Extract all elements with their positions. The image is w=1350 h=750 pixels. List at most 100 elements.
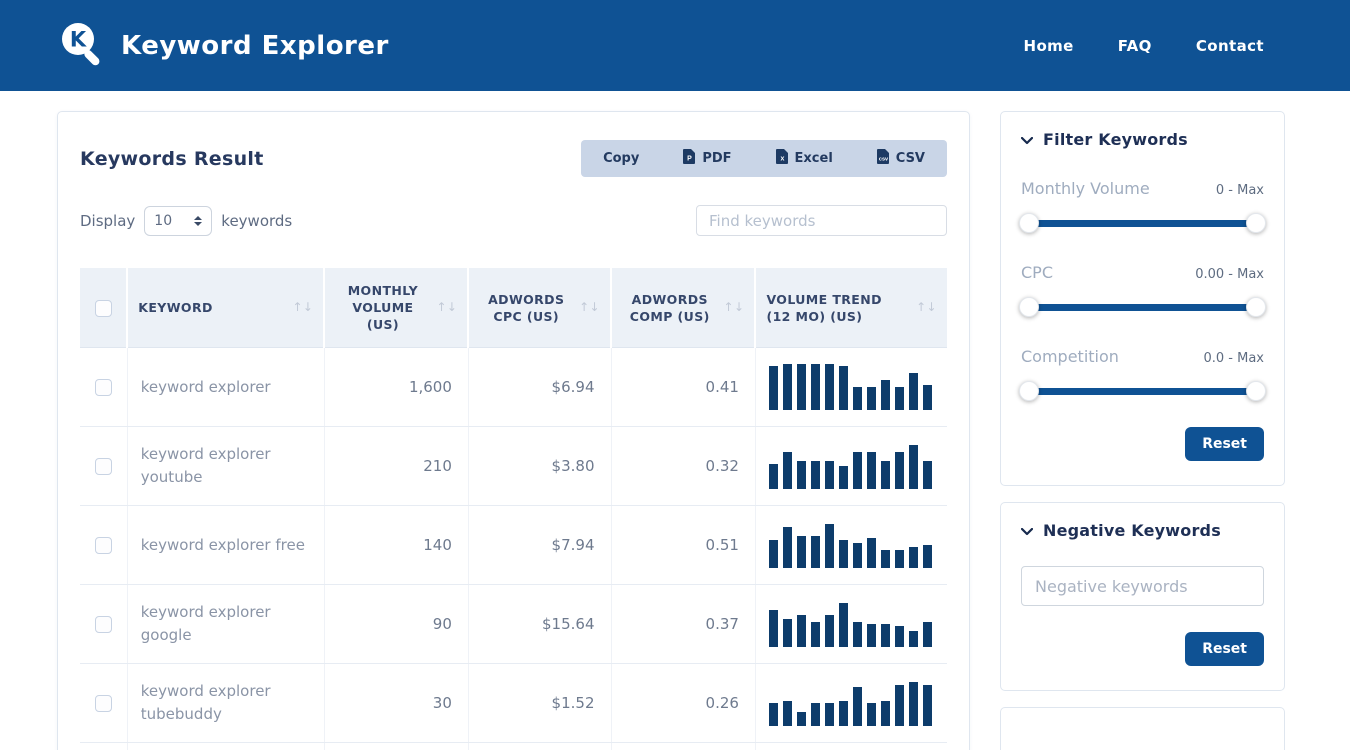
keyword-column-header[interactable]: KEYWORD ↑↓ <box>127 268 326 348</box>
select-all-checkbox[interactable] <box>94 299 112 317</box>
row-checkbox[interactable] <box>94 615 112 633</box>
monthly-volume-range: 0 - Max <box>1215 183 1264 198</box>
trend-bar <box>908 373 918 410</box>
csv-file-icon: csv <box>876 149 890 168</box>
trend-bar <box>768 610 778 647</box>
trend-bar <box>796 461 806 489</box>
trend-bar <box>796 364 806 410</box>
trend-bar <box>810 622 820 647</box>
nav-item-home[interactable]: Home <box>1023 37 1074 55</box>
display-suffix: keywords <box>221 211 293 230</box>
table-row: keyword explorer free 140 $7.94 0.51 <box>80 505 947 585</box>
trend-bar <box>894 387 904 410</box>
trend-bar <box>866 387 876 410</box>
monthly-volume-slider[interactable] <box>1019 213 1266 233</box>
volume-column-label: MONTHLY VOLUME (US) <box>347 283 419 332</box>
slider-track[interactable] <box>1023 304 1262 311</box>
comp-column-header[interactable]: ADWORDS COMP (US) ↑↓ <box>611 268 757 348</box>
negative-keywords-input[interactable] <box>1021 566 1264 606</box>
cpc-slider[interactable] <box>1019 297 1266 317</box>
slider-min-handle[interactable] <box>1019 213 1039 233</box>
filter-reset-button[interactable]: Reset <box>1185 427 1264 461</box>
sort-icon[interactable]: ↑↓ <box>916 300 937 314</box>
comp-column-label: ADWORDS COMP (US) <box>629 291 710 324</box>
table-row: ahrefs keyword explorer free30$6.750.26 <box>80 742 947 750</box>
sort-icon[interactable]: ↑↓ <box>292 300 314 314</box>
keyword-cell: keyword explorer google <box>127 584 325 664</box>
slider-max-handle[interactable] <box>1246 213 1266 233</box>
trend-bar <box>880 550 890 568</box>
slider-min-handle[interactable] <box>1019 297 1039 317</box>
volume-column-header[interactable]: MONTHLY VOLUME (US) ↑↓ <box>324 268 470 348</box>
row-checkbox[interactable] <box>94 536 112 554</box>
find-keywords-input[interactable] <box>696 205 947 236</box>
trend-bar <box>810 536 820 568</box>
copy-button[interactable]: Copy <box>581 140 661 177</box>
csv-export-button[interactable]: csv CSV <box>855 140 947 177</box>
nav-item-faq[interactable]: FAQ <box>1117 37 1152 55</box>
negative-reset-button[interactable]: Reset <box>1185 632 1264 666</box>
row-checkbox[interactable] <box>94 378 112 396</box>
volume-cell: 1,600 <box>324 347 469 427</box>
pdf-export-button[interactable]: P PDF <box>661 140 753 177</box>
row-checkbox[interactable] <box>94 457 112 475</box>
cpc-cell: $6.75 <box>468 742 612 750</box>
filter-panel-toggle[interactable]: Filter Keywords <box>1020 130 1264 149</box>
brand[interactable]: K Keyword Explorer <box>55 18 389 74</box>
row-select-cell <box>80 426 128 506</box>
svg-text:K: K <box>70 27 87 51</box>
trend-bar <box>880 624 890 647</box>
trend-bar <box>880 461 890 489</box>
trend-bar <box>824 524 834 568</box>
trend-bar <box>782 701 792 726</box>
sort-icon[interactable]: ↑↓ <box>436 300 458 314</box>
comp-cell: 0.41 <box>611 347 756 427</box>
trend-cell <box>755 742 947 750</box>
additional-panel <box>1000 707 1285 750</box>
trend-bar <box>894 685 904 726</box>
slider-max-handle[interactable] <box>1246 297 1266 317</box>
top-navbar: K Keyword Explorer Home FAQ Contact <box>0 0 1350 91</box>
comp-cell: 0.32 <box>611 426 756 506</box>
trend-bar <box>838 540 848 568</box>
nav-links: Home FAQ Contact <box>1023 36 1264 55</box>
trend-bar <box>908 682 918 726</box>
trend-bar <box>796 536 806 568</box>
excel-button-label: Excel <box>794 151 833 166</box>
display-count-select[interactable]: 10 <box>144 205 213 236</box>
trend-bar <box>782 452 792 489</box>
trend-bar <box>782 364 792 410</box>
sort-icon[interactable]: ↑↓ <box>579 300 600 314</box>
excel-export-button[interactable]: x Excel <box>754 140 855 177</box>
sort-icon[interactable]: ↑↓ <box>723 300 745 314</box>
volume-cell: 90 <box>324 584 469 664</box>
trend-bar <box>852 387 862 410</box>
export-button-group: Copy P PDF x Excel csv <box>581 140 947 177</box>
cpc-column-header[interactable]: ADWORDS CPC (US) ↑↓ <box>468 268 612 348</box>
slider-max-handle[interactable] <box>1246 381 1266 401</box>
trend-bar <box>768 540 778 568</box>
svg-text:x: x <box>780 156 784 163</box>
trend-bar <box>838 466 848 489</box>
keyword-cell: keyword explorer youtube <box>127 426 325 506</box>
pdf-file-icon: P <box>683 149 696 168</box>
negative-panel-toggle[interactable]: Negative Keywords <box>1020 521 1264 540</box>
competition-slider[interactable] <box>1019 381 1266 401</box>
trend-bar <box>852 622 862 647</box>
trend-bar <box>838 603 848 647</box>
copy-button-label: Copy <box>603 151 640 166</box>
slider-track[interactable] <box>1023 388 1262 395</box>
trend-bar <box>866 703 876 726</box>
keywords-result-card: Keywords Result Copy P PDF x Excel <box>57 111 970 750</box>
nav-item-contact[interactable]: Contact <box>1195 37 1264 55</box>
trend-bar <box>824 364 834 410</box>
cpc-column-label: ADWORDS CPC (US) <box>488 291 565 324</box>
row-checkbox[interactable] <box>94 694 112 712</box>
keyword-cell: keyword explorer free <box>127 505 325 585</box>
trend-bar <box>810 703 820 726</box>
trend-column-label: VOLUME TREND (12 MO) (US) <box>766 291 882 324</box>
slider-min-handle[interactable] <box>1019 381 1039 401</box>
slider-track[interactable] <box>1023 220 1262 227</box>
volume-trend-chart <box>768 601 937 647</box>
trend-column-header[interactable]: VOLUME TREND (12 MO) (US) ↑↓ <box>755 268 947 348</box>
